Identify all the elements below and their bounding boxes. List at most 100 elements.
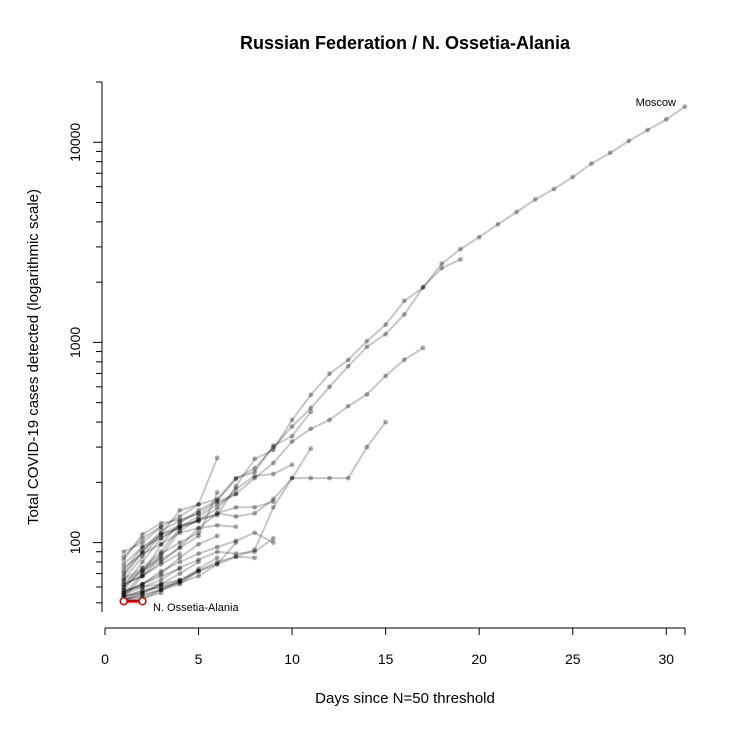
data-point bbox=[177, 520, 183, 526]
data-point bbox=[589, 161, 594, 167]
data-point bbox=[570, 174, 576, 180]
data-point bbox=[289, 433, 295, 439]
series-line bbox=[123, 552, 181, 586]
data-point bbox=[177, 566, 183, 572]
series-region bbox=[121, 533, 220, 596]
data-point bbox=[214, 498, 220, 504]
data-point bbox=[214, 502, 220, 507]
data-point bbox=[233, 554, 239, 560]
data-point bbox=[138, 596, 147, 606]
data-point bbox=[158, 577, 164, 583]
series-layer bbox=[119, 104, 688, 606]
series-line bbox=[123, 447, 312, 586]
data-point bbox=[158, 535, 164, 541]
series-line bbox=[123, 556, 162, 580]
data-point bbox=[308, 409, 314, 415]
series-region bbox=[121, 525, 183, 567]
series-line bbox=[122, 346, 424, 588]
data-point bbox=[177, 524, 183, 530]
chart-title: Russian Federation / N. Ossetia-Alania bbox=[240, 33, 571, 53]
data-point bbox=[121, 592, 127, 597]
data-point bbox=[158, 555, 164, 561]
data-point bbox=[177, 518, 183, 524]
data-point bbox=[626, 138, 632, 144]
x-tick-label: 0 bbox=[101, 651, 109, 667]
data-point bbox=[214, 555, 220, 561]
data-point bbox=[214, 512, 220, 518]
data-point bbox=[177, 522, 183, 528]
data-point bbox=[233, 483, 239, 489]
data-point bbox=[233, 538, 239, 544]
data-point bbox=[158, 531, 164, 537]
series-region bbox=[121, 522, 239, 570]
data-point bbox=[270, 447, 276, 453]
data-point bbox=[383, 419, 389, 425]
data-point bbox=[140, 549, 145, 555]
data-point bbox=[140, 584, 145, 590]
data-point bbox=[158, 587, 164, 593]
data-point bbox=[158, 571, 164, 576]
data-point bbox=[158, 573, 164, 579]
series-region bbox=[121, 554, 258, 606]
series-line bbox=[123, 524, 237, 569]
series-line bbox=[122, 258, 461, 596]
series-highlight bbox=[119, 596, 147, 606]
series-region bbox=[121, 530, 276, 596]
series-line bbox=[123, 537, 274, 596]
data-point bbox=[252, 549, 258, 555]
data-point bbox=[308, 446, 314, 451]
data-point bbox=[177, 559, 183, 565]
series-line bbox=[123, 555, 255, 604]
data-point bbox=[140, 544, 145, 550]
data-point bbox=[252, 510, 258, 516]
data-point bbox=[252, 456, 258, 462]
data-point bbox=[140, 573, 145, 579]
data-point bbox=[495, 221, 501, 227]
series-line bbox=[123, 531, 274, 594]
data-point bbox=[140, 566, 145, 572]
data-point bbox=[158, 581, 164, 587]
data-point bbox=[158, 587, 164, 593]
data-point bbox=[196, 525, 201, 531]
data-point bbox=[401, 312, 407, 317]
data-point bbox=[177, 578, 183, 584]
series-line bbox=[123, 421, 387, 601]
data-point bbox=[177, 545, 183, 551]
data-point bbox=[121, 590, 127, 596]
data-point bbox=[140, 568, 145, 574]
data-point bbox=[214, 544, 220, 550]
data-point bbox=[551, 186, 557, 192]
data-point bbox=[420, 345, 426, 351]
data-point bbox=[663, 117, 669, 122]
data-point bbox=[252, 547, 258, 553]
series-line bbox=[122, 525, 162, 558]
data-point bbox=[158, 581, 164, 587]
data-point bbox=[140, 559, 145, 565]
series-line bbox=[123, 527, 181, 565]
data-point bbox=[196, 541, 201, 547]
data-point bbox=[233, 475, 239, 481]
data-point bbox=[196, 559, 201, 565]
data-point bbox=[233, 551, 239, 557]
data-point bbox=[289, 475, 295, 481]
data-point bbox=[177, 544, 183, 550]
data-point bbox=[308, 405, 314, 411]
data-point bbox=[158, 531, 164, 537]
data-point bbox=[401, 357, 407, 363]
data-point bbox=[308, 426, 314, 432]
data-point bbox=[177, 525, 183, 531]
data-point bbox=[252, 473, 258, 479]
data-point bbox=[196, 516, 201, 522]
data-point bbox=[196, 568, 201, 574]
data-point bbox=[383, 373, 389, 379]
data-point bbox=[420, 285, 426, 290]
data-point bbox=[401, 298, 407, 304]
data-point bbox=[214, 455, 220, 461]
data-point bbox=[177, 551, 183, 557]
data-point bbox=[177, 525, 183, 531]
data-point bbox=[233, 491, 239, 497]
data-point bbox=[177, 577, 183, 583]
x-tick-label: 25 bbox=[565, 651, 581, 667]
data-point bbox=[158, 524, 164, 530]
